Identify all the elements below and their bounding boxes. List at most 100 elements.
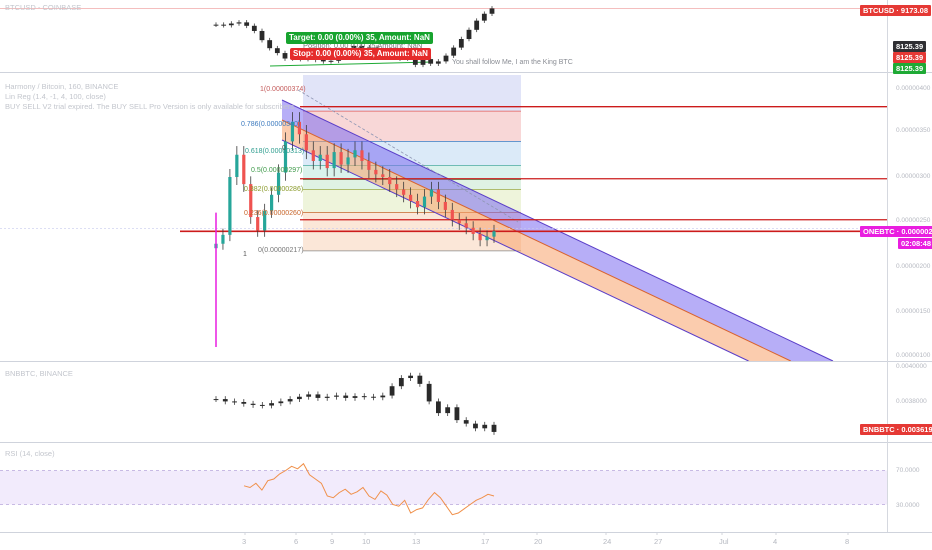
stop-order-label[interactable]: Stop: 0.00 (0.00%) 35, Amount: NaN xyxy=(290,48,431,60)
trend-dashed-line xyxy=(297,89,519,223)
axis-tag-stop: 8125.39 xyxy=(893,52,927,63)
btcusd-candle xyxy=(267,40,273,49)
bnbbtc-candle xyxy=(473,423,478,429)
rsi-band xyxy=(0,470,887,505)
fib-label-0618: 0.618(0.00000313) xyxy=(245,148,305,155)
onebtc-candle xyxy=(436,189,440,202)
target-order-label[interactable]: Target: 0.00 (0.00%) 35, Amount: NaN xyxy=(286,32,433,44)
bnbbtc-candle xyxy=(324,396,330,398)
onebtc-candle xyxy=(270,194,274,211)
onebtc-candle xyxy=(249,184,253,218)
onebtc-candle xyxy=(276,172,281,195)
x-tick: Jul xyxy=(719,537,729,546)
btcusd-candle xyxy=(451,47,457,56)
rsi-line xyxy=(243,462,495,516)
onebtc-candle xyxy=(325,154,329,169)
bnbbtc-candle xyxy=(371,396,376,398)
onebtc-price-tag: ONEBTC · 0.00000239 xyxy=(860,226,932,237)
x-tick: 27 xyxy=(654,537,663,546)
y-tick: 0.0040000 xyxy=(896,363,927,370)
y-tick: 0.00000250 xyxy=(896,217,931,224)
onebtc-legend-title[interactable]: Harmony / Bitcoin, 160, BINANCE xyxy=(5,82,119,91)
bnbbtc-candle xyxy=(436,401,441,414)
onebtc-candle xyxy=(464,223,468,228)
pane-divider xyxy=(0,532,932,533)
bnbbtc-candle xyxy=(417,375,423,384)
bnbbtc-candle xyxy=(482,424,488,429)
pivot-marker-0: 0 xyxy=(282,145,286,152)
onebtc-candle xyxy=(381,174,385,177)
onebtc-candle xyxy=(471,227,475,234)
btcusd-price-tag: BTCUSD · 9173.08 xyxy=(860,5,932,16)
btcusd-legend[interactable]: BTCUSD - COINBASE xyxy=(5,3,82,12)
bnbbtc-candle xyxy=(352,396,358,398)
bnbbtc-candle xyxy=(408,375,413,379)
bnbbtc-candle xyxy=(389,386,395,396)
btc-note: You shall follow Me, I am the King BTC xyxy=(452,59,573,66)
x-tick: 3 xyxy=(242,537,247,546)
y-tick: 0.0038000 xyxy=(896,398,927,405)
onebtc-candle xyxy=(283,141,288,173)
pane-divider[interactable] xyxy=(0,442,932,443)
bnbbtc-candle xyxy=(380,395,386,398)
x-tick: 8 xyxy=(845,537,850,546)
onebtc-candle xyxy=(332,152,336,169)
btcusd-candle xyxy=(274,48,280,54)
onebtc-candle xyxy=(221,234,225,244)
buysell-legend[interactable]: BUY SELL V2 trial expired. The BUY SELL … xyxy=(5,102,295,111)
btc-trend-line xyxy=(269,61,433,67)
x-tick: 4 xyxy=(773,537,778,546)
bnbbtc-candle xyxy=(315,394,321,398)
btcusd-candle xyxy=(458,39,464,48)
bnbbtc-candle xyxy=(241,402,247,404)
onebtc-candle xyxy=(443,201,447,210)
order-hidden-label: Position: 0.00 0.00 35 Amount: NaN xyxy=(303,41,423,50)
onebtc-candle xyxy=(311,150,315,161)
onebtc-candle xyxy=(318,154,322,161)
channel-mid-line xyxy=(281,119,791,362)
onebtc-candle xyxy=(395,184,399,190)
channel-bottom-line xyxy=(281,139,749,362)
onebtc-candle xyxy=(242,154,246,185)
x-tick: 24 xyxy=(603,537,612,546)
onebtc-candle xyxy=(415,201,420,208)
bnbbtc-candle xyxy=(426,383,432,402)
onebtc-candle xyxy=(367,160,371,170)
btcusd-candle xyxy=(420,59,426,65)
bnbbtc-candle xyxy=(278,401,284,404)
fib-label-05: 0.5(0.00000297) xyxy=(251,167,303,174)
onebtc-candle xyxy=(235,154,239,177)
onebtc-candle xyxy=(422,196,427,208)
onebtc-candle xyxy=(304,134,308,151)
btcusd-candle xyxy=(328,60,334,62)
fib-label-1: 1(0.00000374) xyxy=(260,86,306,93)
fib-zone-top xyxy=(303,75,521,112)
onebtc-candle xyxy=(263,210,267,231)
y-tick: 0.00000300 xyxy=(896,173,931,180)
onebtc-candle xyxy=(297,121,301,135)
bnbbtc-candle xyxy=(259,404,265,406)
bnbbtc-candle xyxy=(222,399,228,402)
bnbbtc-candle xyxy=(269,403,274,406)
btcusd-candle xyxy=(412,55,418,65)
y-tick: 70.0000 xyxy=(896,467,920,474)
bar-countdown: 02:08:48 xyxy=(898,238,932,249)
linreg-legend[interactable]: Lin Reg (1.4, -1, 4, 100, close) xyxy=(5,92,106,101)
pane-divider[interactable] xyxy=(0,72,932,73)
fib-label-0382: 0.382(0.00000286) xyxy=(244,186,304,193)
onebtc-candle xyxy=(290,121,295,142)
pane-divider[interactable] xyxy=(0,361,932,362)
bnbbtc-legend[interactable]: BNBBTC, BINANCE xyxy=(5,369,73,378)
bnbbtc-candle xyxy=(306,394,312,397)
onebtc-candle xyxy=(339,152,343,165)
onebtc-candle xyxy=(429,189,434,197)
rsi-legend[interactable]: RSI (14, close) xyxy=(5,449,55,458)
bnbbtc-candle xyxy=(250,403,256,405)
bnbbtc-candle xyxy=(297,396,302,400)
onebtc-candle xyxy=(492,231,496,237)
onebtc-candle xyxy=(388,177,392,185)
btcusd-candle xyxy=(474,20,480,30)
onebtc-candle xyxy=(478,233,482,241)
y-tick: 0.00000100 xyxy=(896,352,931,359)
